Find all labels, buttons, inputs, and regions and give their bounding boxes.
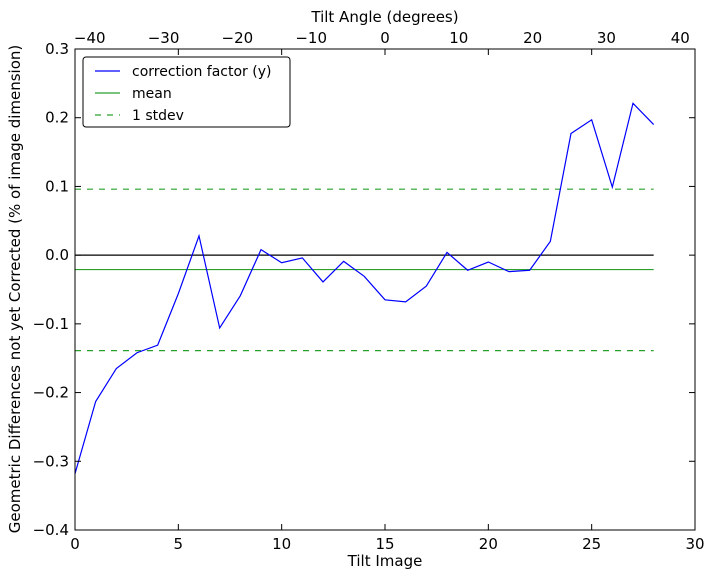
x2-tick-label: −10 <box>295 29 327 47</box>
x-tick-label: 10 <box>272 535 291 553</box>
x-tick-label: 5 <box>174 535 184 553</box>
x-axis-title: Tilt Image <box>347 552 423 570</box>
x-tick-label: 25 <box>582 535 601 553</box>
x2-axis-title: Tilt Angle (degrees) <box>310 8 458 26</box>
plot-frame <box>74 48 696 531</box>
y-axis-title: Geometric Differences not yet Corrected … <box>6 45 24 534</box>
x2-tick-label: 30 <box>597 29 616 47</box>
axis-ticks: 0 5 10 15 20 25 30 −0.4 −0.3 −0.2 −0.1 0.0 0.1 0.2 0.3… <box>33 29 705 553</box>
x2-tick-label: −40 <box>74 29 106 47</box>
legend-box <box>82 56 291 128</box>
legend-label-mean: mean <box>132 86 172 102</box>
x-tick-label: 0 <box>70 535 80 553</box>
legend: correction factor (y) mean 1 stdev <box>82 56 291 128</box>
y-tick-label: 0.1 <box>45 177 69 195</box>
x2-tick-label: 40 <box>671 29 690 47</box>
y-tick-label: −0.4 <box>33 521 69 539</box>
plot-area <box>74 102 655 474</box>
y-tick-label: 0.0 <box>45 246 69 264</box>
y-tick-label: −0.1 <box>33 315 69 333</box>
y-tick-label: −0.2 <box>33 384 69 402</box>
x2-tick-label: 20 <box>523 29 542 47</box>
x2-tick-label: 0 <box>380 29 390 47</box>
x-tick-label: 20 <box>479 535 498 553</box>
y-tick-label: 0.3 <box>45 40 69 58</box>
legend-label-stdev: 1 stdev <box>132 108 184 124</box>
x-tick-label: 15 <box>375 535 394 553</box>
x2-tick-label: −30 <box>148 29 180 47</box>
series-line-0 <box>74 102 655 474</box>
x2-tick-label: 10 <box>449 29 468 47</box>
y-tick-label: 0.2 <box>45 109 69 127</box>
legend-label-correction: correction factor (y) <box>132 64 271 80</box>
y-tick-label: −0.3 <box>33 452 69 470</box>
x-tick-label: 30 <box>685 535 704 553</box>
x2-tick-label: −20 <box>222 29 254 47</box>
